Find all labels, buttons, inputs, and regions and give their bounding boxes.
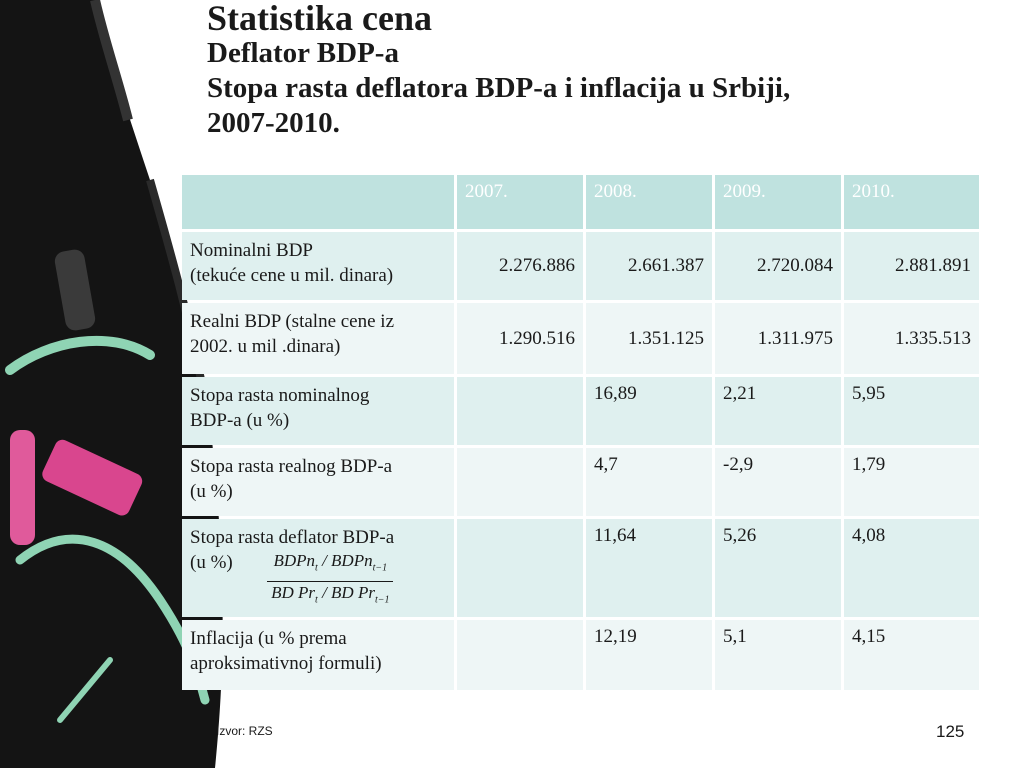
table-row: Inflacija (u % prema aproksimativnoj for…: [182, 620, 979, 690]
row-label: Stopa rasta nominalnog BDP-a (u %): [182, 377, 454, 445]
formula-term: BDPn: [273, 551, 316, 570]
row-label: Inflacija (u % prema aproksimativnoj for…: [182, 620, 454, 690]
row-label: Realni BDP (stalne cene iz 2002. u mil .…: [182, 303, 454, 374]
table-header-row: 2007. 2008. 2009. 2010.: [182, 175, 979, 229]
row-label-with-formula: (u %) BDPnt / BDPnt−1 BD Prt / BD Prt−1: [190, 550, 446, 612]
formula-term: BD Pr: [271, 583, 316, 603]
cell-value: [457, 377, 583, 445]
formula-subscript: t−1: [372, 562, 388, 574]
row-label: Stopa rasta deflator BDP-a (u %) BDPnt /…: [182, 519, 454, 617]
title-subtitle: Deflator BDP-a: [207, 37, 399, 69]
row-label-line: aproksimativnoj formuli): [190, 653, 382, 674]
cell-value: 1.290.516: [457, 303, 583, 374]
cell-value: [457, 448, 583, 516]
deflator-table: 2007. 2008. 2009. 2010. Nominalni BDP (t…: [179, 172, 982, 693]
cell-value: 5,26: [715, 519, 841, 617]
table-row: Stopa rasta deflator BDP-a (u %) BDPnt /…: [182, 519, 979, 617]
formula-subscript: t: [315, 594, 318, 606]
cell-value: 4,7: [586, 448, 712, 516]
row-label-line: (tekuće cene u mil. dinara): [190, 265, 394, 286]
cell-value: 5,95: [844, 377, 979, 445]
cell-value: 4,15: [844, 620, 979, 690]
table-row: Nominalni BDP (tekuće cene u mil. dinara…: [182, 232, 979, 300]
title-main: Statistika cena: [207, 0, 432, 38]
page-number: 125: [936, 722, 965, 741]
cell-value: 11,64: [586, 519, 712, 617]
formula-subscript: t−1: [374, 594, 390, 606]
row-label-line: Stopa rasta nominalnog: [190, 385, 370, 406]
row-label-line: Realni BDP (stalne cene iz: [190, 311, 395, 332]
cell-value: 1.311.975: [715, 303, 841, 374]
cell-value: 5,1: [715, 620, 841, 690]
cell-value: 2.881.891: [844, 232, 979, 300]
row-label-line: Stopa rasta realnog BDP-a: [190, 456, 393, 477]
deflator-formula: BDPnt / BDPnt−1 BD Prt / BD Prt−1: [267, 550, 394, 612]
title-description: Stopa rasta deflatora BDP-a i inflacija …: [207, 72, 791, 104]
header-cell: 2008.: [586, 175, 712, 229]
row-label-line: 2002. u mil .dinara): [190, 336, 341, 357]
header-cell: 2007.: [457, 175, 583, 229]
cell-value: -2,9: [715, 448, 841, 516]
cell-value: 2,21: [715, 377, 841, 445]
header-cell: [182, 175, 454, 229]
cell-value: 1.335.513: [844, 303, 979, 374]
cell-value: 1.351.125: [586, 303, 712, 374]
formula-term: / BDPn: [317, 551, 373, 570]
formula-denominator: BD Prt / BD Prt−1: [267, 582, 393, 611]
table-row: Stopa rasta realnog BDP-a (u %) 4,7 -2,9…: [182, 448, 979, 516]
row-label-line: (u %): [190, 552, 233, 573]
formula-subscript: t: [315, 562, 318, 574]
cell-value: [457, 519, 583, 617]
row-label-line: Stopa rasta deflator BDP-a: [190, 527, 395, 548]
row-label-line: Inflacija (u % prema: [190, 628, 347, 649]
formula-numerator: BDPnt / BDPnt−1: [267, 550, 394, 583]
formula-term: / BD Pr: [317, 583, 375, 603]
row-label: Nominalni BDP (tekuće cene u mil. dinara…: [182, 232, 454, 300]
cell-value: 2.661.387: [586, 232, 712, 300]
cell-value: 1,79: [844, 448, 979, 516]
header-cell: 2009.: [715, 175, 841, 229]
header-cell: 2010.: [844, 175, 979, 229]
row-label-line: (u %): [190, 481, 233, 502]
cell-value: 16,89: [586, 377, 712, 445]
slide-title: Statistika cena Deflator BDP-a Stopa ras…: [207, 0, 1007, 141]
row-label-line: Nominalni BDP: [190, 240, 313, 261]
row-label: Stopa rasta realnog BDP-a (u %): [182, 448, 454, 516]
title-years: 2007-2010.: [207, 107, 340, 139]
table-row: Realni BDP (stalne cene iz 2002. u mil .…: [182, 303, 979, 374]
cell-value: [457, 620, 583, 690]
chalkboard-illustration: [0, 0, 223, 768]
cell-value: 4,08: [844, 519, 979, 617]
cell-value: 12,19: [586, 620, 712, 690]
source-note: Izvor: RZS: [216, 724, 273, 738]
row-label-line: BDP-a (u %): [190, 410, 290, 431]
cell-value: 2.720.084: [715, 232, 841, 300]
cell-value: 2.276.886: [457, 232, 583, 300]
table-row: Stopa rasta nominalnog BDP-a (u %) 16,89…: [182, 377, 979, 445]
